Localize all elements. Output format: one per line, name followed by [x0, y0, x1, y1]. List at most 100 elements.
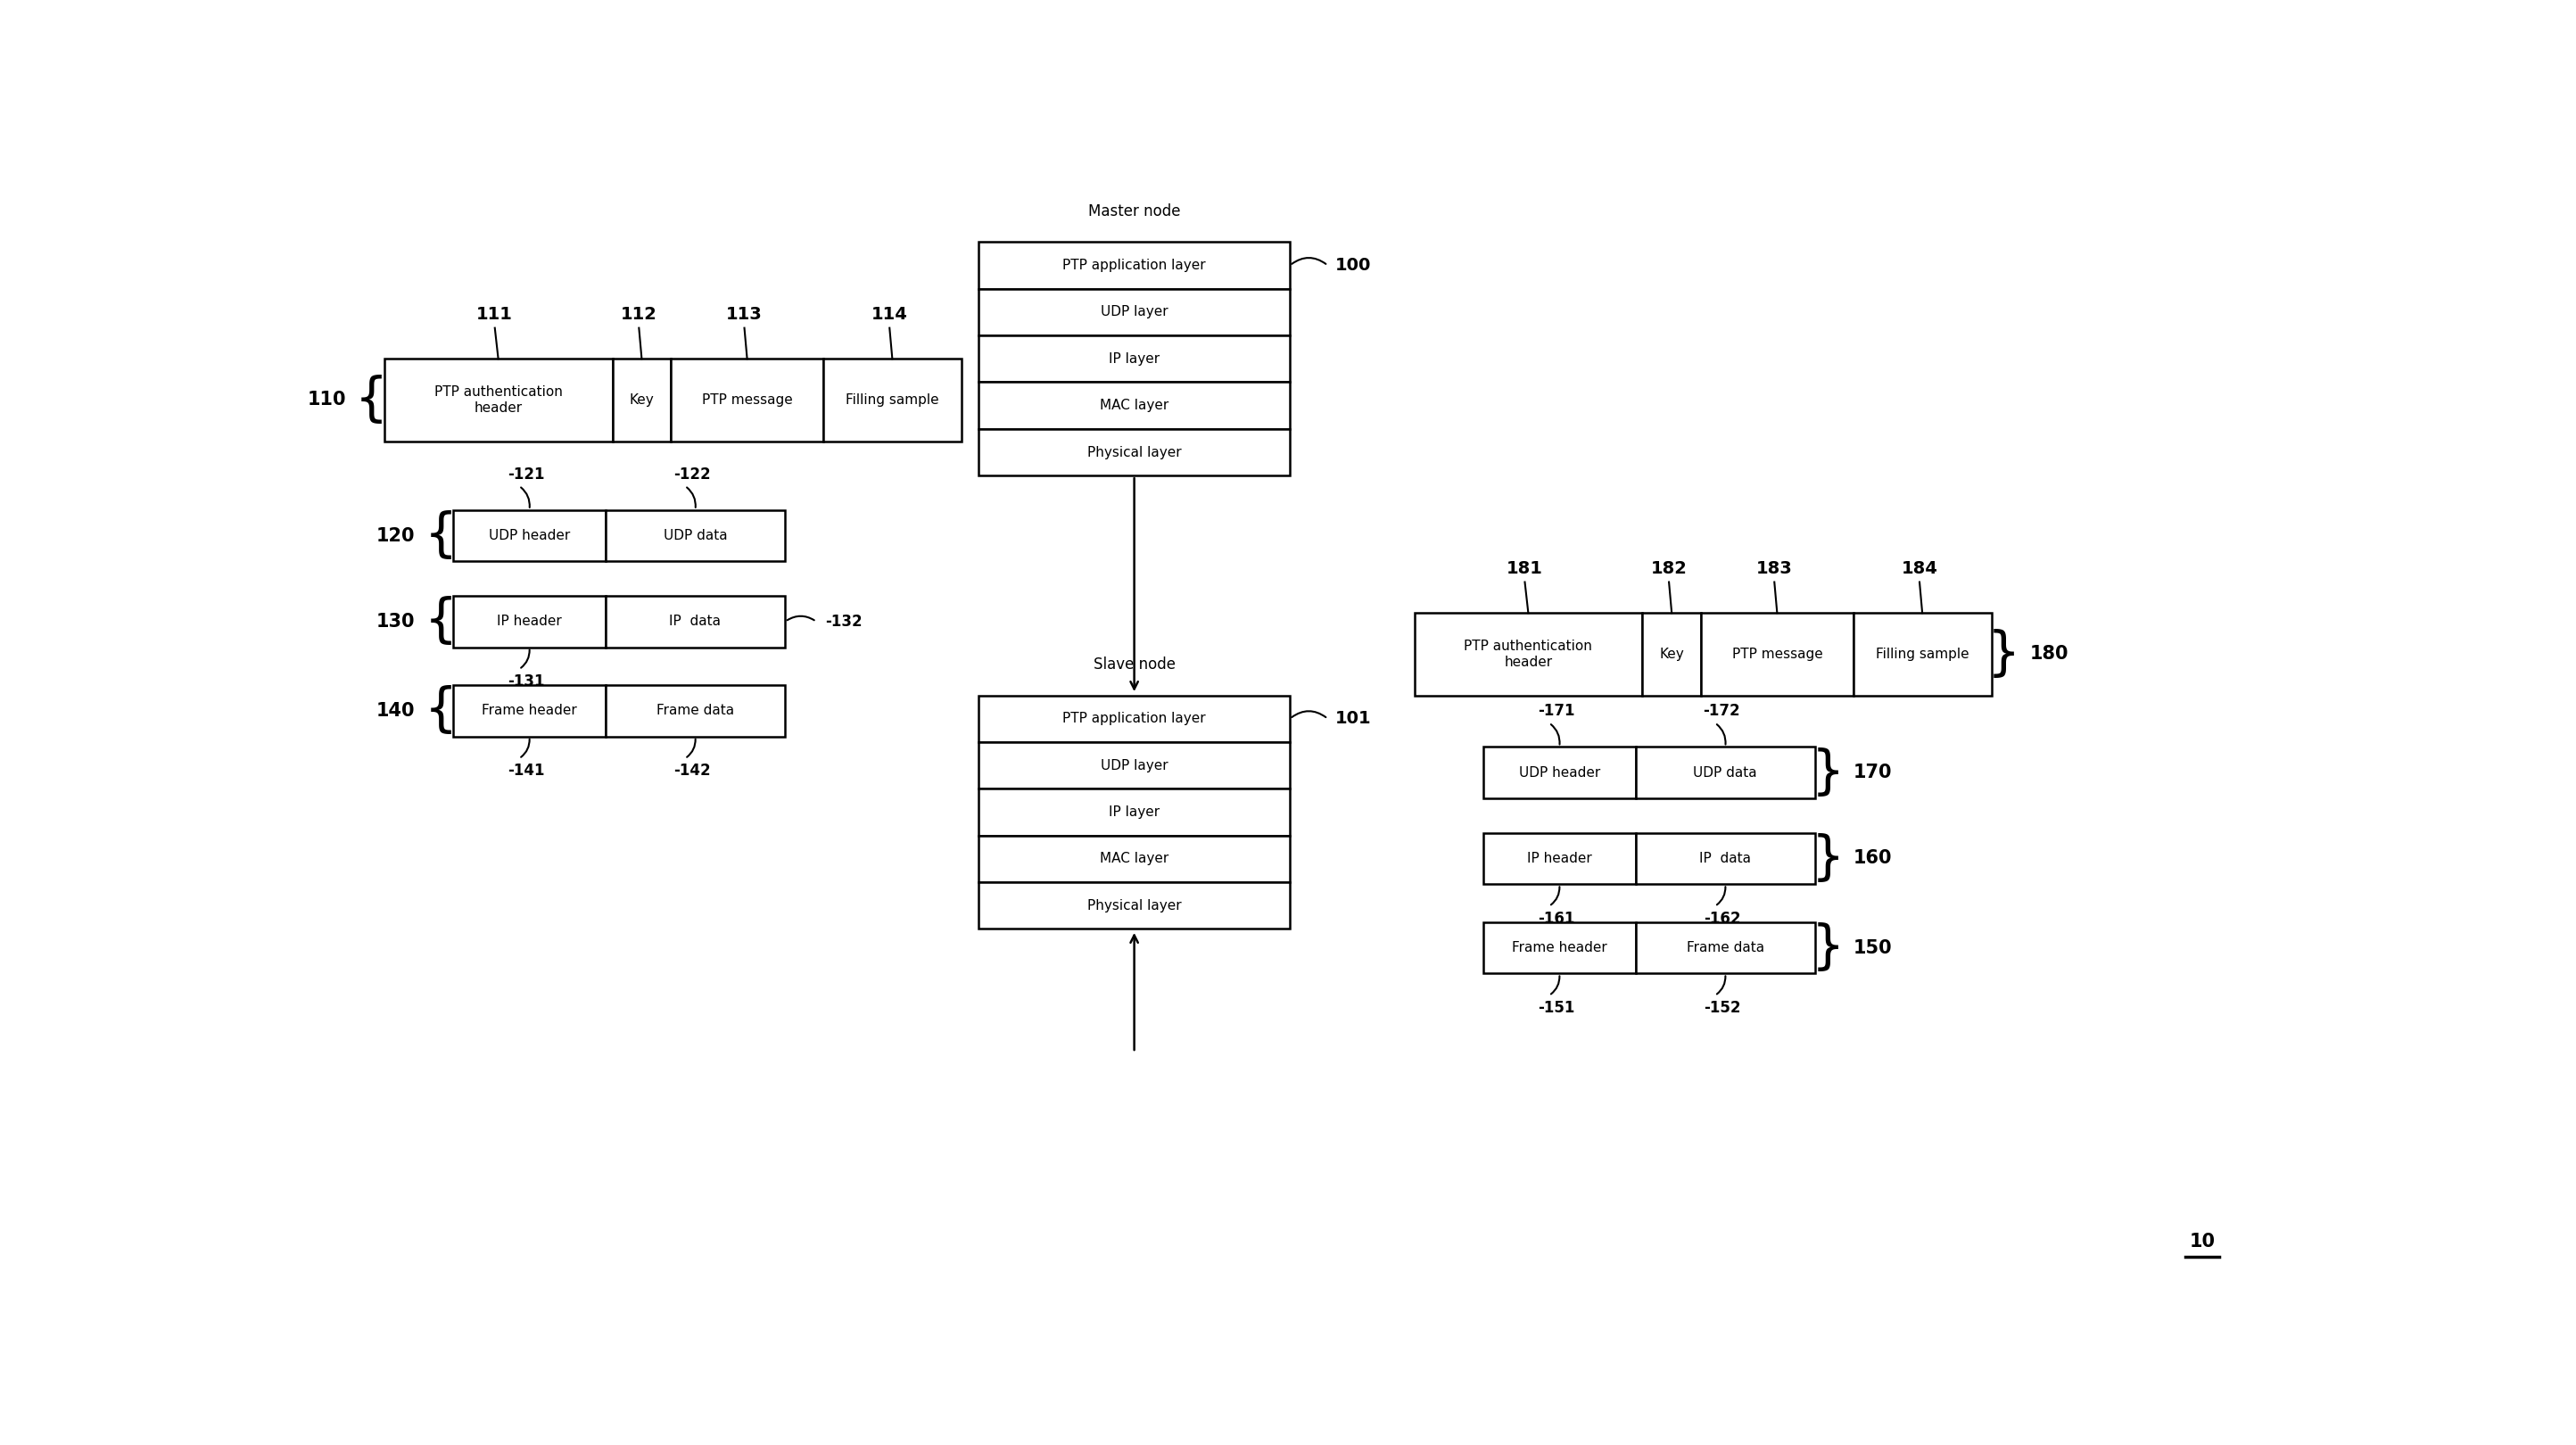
Text: IP  data: IP data: [670, 616, 721, 629]
Text: Frame header: Frame header: [482, 704, 577, 718]
Text: -121: -121: [507, 467, 544, 483]
FancyBboxPatch shape: [453, 510, 605, 562]
FancyBboxPatch shape: [453, 595, 605, 647]
FancyBboxPatch shape: [979, 695, 1291, 743]
FancyBboxPatch shape: [979, 243, 1291, 289]
Text: -141: -141: [507, 763, 544, 779]
Text: -171: -171: [1538, 704, 1574, 720]
Text: -152: -152: [1703, 1000, 1741, 1016]
Text: -172: -172: [1703, 704, 1741, 720]
Text: 101: 101: [1334, 711, 1370, 727]
Text: }: }: [1986, 629, 2020, 679]
Text: 184: 184: [1901, 559, 1937, 577]
Text: Key: Key: [1659, 647, 1685, 660]
Text: MAC layer: MAC layer: [1100, 853, 1170, 866]
Text: {: {: [425, 510, 459, 561]
FancyBboxPatch shape: [979, 883, 1291, 929]
Text: 120: 120: [376, 527, 415, 545]
FancyBboxPatch shape: [1484, 922, 1636, 974]
Text: 114: 114: [871, 306, 907, 322]
Text: Key: Key: [629, 393, 654, 406]
FancyBboxPatch shape: [979, 789, 1291, 835]
FancyBboxPatch shape: [979, 743, 1291, 789]
Text: {: {: [355, 374, 389, 425]
Text: Frame data: Frame data: [1687, 941, 1765, 955]
Text: 130: 130: [376, 613, 415, 630]
FancyBboxPatch shape: [1484, 747, 1636, 799]
Text: -131: -131: [507, 673, 544, 689]
Text: IP  data: IP data: [1700, 851, 1752, 866]
FancyBboxPatch shape: [1852, 613, 1991, 695]
Text: UDP layer: UDP layer: [1100, 305, 1167, 319]
Text: PTP authentication
header: PTP authentication header: [435, 384, 562, 415]
Text: -162: -162: [1703, 910, 1741, 926]
FancyBboxPatch shape: [1700, 613, 1852, 695]
Text: 182: 182: [1651, 559, 1687, 577]
Text: 112: 112: [621, 306, 657, 322]
FancyBboxPatch shape: [979, 335, 1291, 381]
Text: }: }: [1811, 922, 1844, 974]
FancyBboxPatch shape: [1636, 832, 1816, 884]
FancyBboxPatch shape: [979, 289, 1291, 335]
Text: UDP layer: UDP layer: [1100, 759, 1167, 772]
Text: 111: 111: [477, 306, 513, 322]
Text: {: {: [425, 685, 459, 737]
Text: PTP message: PTP message: [701, 393, 793, 406]
FancyBboxPatch shape: [1643, 613, 1700, 695]
Text: 170: 170: [1852, 764, 1891, 782]
Text: -132: -132: [824, 614, 863, 630]
FancyBboxPatch shape: [605, 685, 786, 737]
Text: PTP application layer: PTP application layer: [1064, 259, 1206, 272]
FancyBboxPatch shape: [979, 835, 1291, 883]
Text: IP layer: IP layer: [1108, 353, 1159, 366]
Text: UDP header: UDP header: [489, 529, 569, 542]
Text: -122: -122: [672, 467, 711, 483]
Text: UDP data: UDP data: [665, 529, 726, 542]
FancyBboxPatch shape: [979, 381, 1291, 429]
FancyBboxPatch shape: [613, 358, 672, 441]
Text: -142: -142: [672, 763, 711, 779]
Text: PTP message: PTP message: [1731, 647, 1821, 660]
FancyBboxPatch shape: [979, 429, 1291, 475]
Text: Slave node: Slave node: [1092, 656, 1175, 672]
Text: IP header: IP header: [1528, 851, 1592, 866]
Text: MAC layer: MAC layer: [1100, 399, 1170, 412]
Text: }: }: [1811, 834, 1844, 884]
FancyBboxPatch shape: [672, 358, 824, 441]
Text: 140: 140: [376, 702, 415, 720]
Text: IP layer: IP layer: [1108, 805, 1159, 819]
Text: 183: 183: [1757, 559, 1793, 577]
Text: 110: 110: [307, 392, 345, 409]
Text: Filling sample: Filling sample: [845, 393, 940, 406]
FancyBboxPatch shape: [605, 595, 786, 647]
Text: PTP application layer: PTP application layer: [1064, 712, 1206, 725]
Text: 181: 181: [1507, 559, 1543, 577]
Text: 160: 160: [1852, 850, 1891, 867]
Text: }: }: [1811, 747, 1844, 798]
Text: 113: 113: [726, 306, 762, 322]
Text: Frame header: Frame header: [1512, 941, 1607, 955]
Text: 150: 150: [1852, 939, 1893, 957]
FancyBboxPatch shape: [1484, 832, 1636, 884]
Text: UDP data: UDP data: [1692, 766, 1757, 779]
Text: {: {: [425, 597, 459, 647]
Text: Master node: Master node: [1087, 204, 1180, 220]
Text: 10: 10: [2190, 1233, 2215, 1250]
Text: Physical layer: Physical layer: [1087, 445, 1182, 460]
Text: 180: 180: [2030, 646, 2069, 663]
Text: UDP header: UDP header: [1520, 766, 1600, 779]
FancyBboxPatch shape: [824, 358, 961, 441]
FancyBboxPatch shape: [453, 685, 605, 737]
FancyBboxPatch shape: [1414, 613, 1643, 695]
Text: -151: -151: [1538, 1000, 1574, 1016]
Text: IP header: IP header: [497, 616, 562, 629]
FancyBboxPatch shape: [605, 510, 786, 562]
Text: Frame data: Frame data: [657, 704, 734, 718]
Text: 100: 100: [1334, 257, 1370, 275]
Text: Physical layer: Physical layer: [1087, 899, 1182, 912]
FancyBboxPatch shape: [1636, 922, 1816, 974]
Text: Filling sample: Filling sample: [1875, 647, 1968, 660]
Text: -161: -161: [1538, 910, 1574, 926]
FancyBboxPatch shape: [384, 358, 613, 441]
FancyBboxPatch shape: [1636, 747, 1816, 799]
